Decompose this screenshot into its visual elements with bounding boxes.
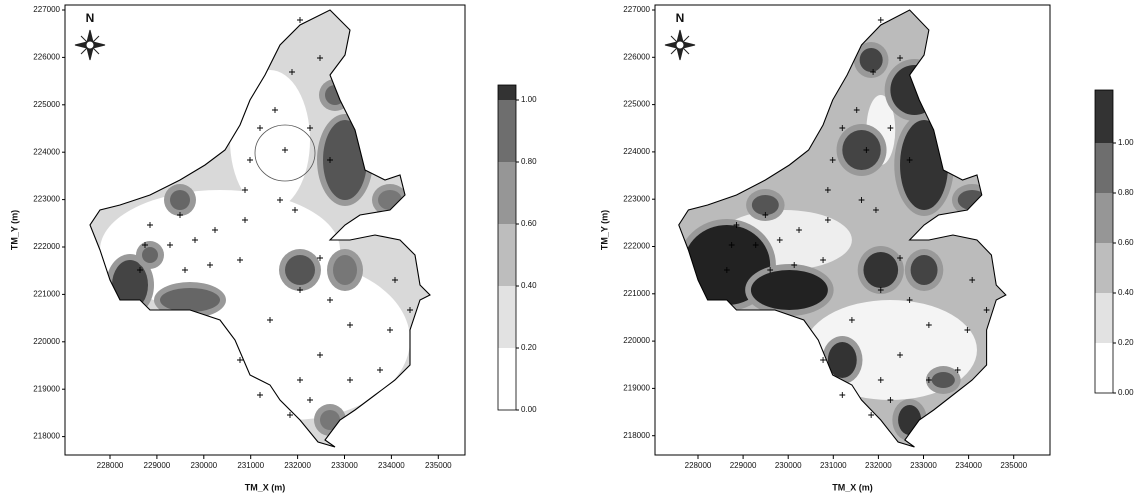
- y-tick-label: 225000: [623, 100, 650, 109]
- x-tick-label: 235000: [1000, 461, 1027, 470]
- y-tick-label: 219000: [623, 384, 650, 393]
- sample-point: [868, 412, 874, 418]
- y-tick-label: 218000: [33, 432, 60, 441]
- contour: [142, 247, 158, 263]
- y-tick-label: 222000: [623, 242, 650, 251]
- x-tick-label: 230000: [775, 461, 802, 470]
- map-panel: 227000 226000 225000 224000 223000 222000 2210…: [9, 5, 537, 492]
- colorbar-top: [498, 85, 516, 100]
- colorbar-band: [498, 286, 516, 348]
- colorbar-label: 0.00: [521, 405, 537, 414]
- contour: [333, 255, 357, 285]
- colorbar-band: [498, 100, 516, 162]
- colorbar-label: 1.00: [1118, 138, 1134, 147]
- contour: [890, 65, 938, 115]
- x-axis-label: TM_X (m): [245, 482, 286, 492]
- contour: [378, 190, 402, 210]
- contour: [958, 190, 987, 210]
- colorbar-band: [498, 224, 516, 286]
- y-tick-label: 226000: [33, 53, 60, 62]
- x-tick-label: 233000: [910, 461, 937, 470]
- y-axis-label: TM_Y (m): [599, 210, 609, 250]
- colorbar-label: 0.20: [1118, 338, 1134, 347]
- y-tick-label: 224000: [623, 147, 650, 156]
- y-tick-label: 219000: [33, 384, 60, 393]
- y-tick-label: 220000: [33, 337, 60, 346]
- map-area: [90, 10, 430, 447]
- page: 227000 226000 225000 224000 223000 222000 2210…: [0, 0, 1137, 497]
- y-tick-label: 225000: [33, 100, 60, 109]
- compass-center: [676, 41, 684, 49]
- colorbar-label: 0.40: [1118, 288, 1134, 297]
- colorbar-band: [1095, 193, 1113, 243]
- colorbar-label: 0.60: [1118, 238, 1134, 247]
- contour: [911, 255, 938, 285]
- y-tick-label: 224000: [33, 147, 60, 156]
- sample-point: [297, 17, 303, 23]
- y-tick-label: 223000: [33, 195, 60, 204]
- colorbar-label: 1.00: [521, 95, 537, 104]
- x-tick-label: 231000: [820, 461, 847, 470]
- x-tick-label: 232000: [284, 461, 311, 470]
- contour: [900, 120, 948, 210]
- contour: [898, 405, 921, 435]
- y-tick-label: 223000: [623, 194, 650, 203]
- y-tick-label: 227000: [623, 5, 650, 14]
- y-tick-label: 227000: [33, 5, 60, 14]
- x-tick-label: 234000: [955, 461, 982, 470]
- colorbar-label: 0.80: [1118, 188, 1134, 197]
- contour: [170, 190, 190, 210]
- contour: [842, 130, 880, 170]
- colorbar-band: [1095, 143, 1113, 193]
- sample-point: [257, 392, 263, 398]
- colorbar-label: 0.00: [1118, 388, 1134, 397]
- colorbar-band: [498, 348, 516, 410]
- colorbar-band: [498, 162, 516, 224]
- sample-point: [287, 412, 293, 418]
- contour: [285, 255, 315, 285]
- sample-point: [839, 392, 845, 398]
- x-tick-label: 229000: [144, 461, 171, 470]
- x-tick-label: 230000: [190, 461, 217, 470]
- contour: [751, 270, 828, 310]
- colorbar-band: [1095, 293, 1113, 343]
- north-label: N: [86, 11, 95, 25]
- x-tick-label: 233000: [331, 461, 358, 470]
- map-panel: 227000 226000 225000 224000 223000 222000 2210…: [599, 5, 1134, 492]
- x-tick-label: 235000: [425, 461, 452, 470]
- x-tick-label: 231000: [237, 461, 264, 470]
- colorbar-top: [1095, 90, 1113, 143]
- y-tick-label: 222000: [33, 242, 60, 251]
- colorbar-label: 0.80: [521, 157, 537, 166]
- x-tick-label: 229000: [730, 461, 757, 470]
- map-area: [678, 10, 1006, 447]
- contour: [860, 48, 883, 72]
- x-tick-label: 228000: [685, 461, 712, 470]
- y-tick-label: 221000: [623, 289, 650, 298]
- x-tick-label: 234000: [378, 461, 405, 470]
- x-axis-label: TM_X (m): [832, 482, 873, 492]
- contour: [160, 288, 220, 312]
- sample-point: [878, 17, 884, 23]
- colorbar-label: 0.20: [521, 343, 537, 352]
- panels: 227000 226000 225000 224000 223000 222000 2210…: [9, 5, 1134, 492]
- x-tick-label: 232000: [865, 461, 892, 470]
- contour: [230, 70, 310, 210]
- colorbar-label: 0.60: [521, 219, 537, 228]
- compass-center: [86, 41, 94, 49]
- north-label: N: [676, 11, 685, 25]
- y-tick-label: 221000: [33, 290, 60, 299]
- colorbar-band: [1095, 343, 1113, 393]
- y-tick-label: 218000: [623, 431, 650, 440]
- x-tick-label: 228000: [97, 461, 124, 470]
- y-tick-label: 226000: [623, 52, 650, 61]
- colorbar-band: [1095, 243, 1113, 293]
- contour: [863, 252, 898, 288]
- contour: [932, 372, 955, 388]
- contour: [320, 410, 340, 430]
- y-tick-label: 220000: [623, 336, 650, 345]
- y-axis-label: TM_Y (m): [9, 210, 19, 250]
- colorbar-label: 0.40: [521, 281, 537, 290]
